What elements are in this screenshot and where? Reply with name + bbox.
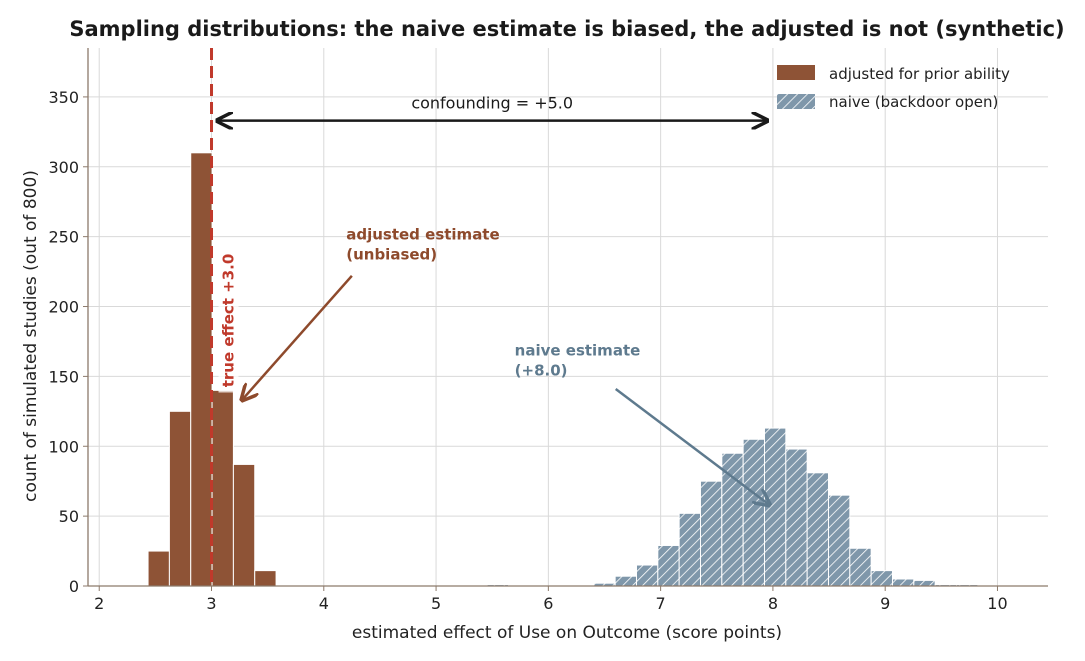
y-tick-label: 150 [48, 367, 79, 386]
bar-naive [635, 564, 659, 587]
x-tick-label: 7 [656, 594, 666, 613]
x-tick-label: 5 [431, 594, 441, 613]
bar-naive [657, 544, 680, 587]
y-tick-label: 0 [69, 577, 79, 596]
x-tick-label: 3 [206, 594, 216, 613]
bar-adjusted [232, 463, 256, 587]
naive-estimate-label-line: naive estimate [515, 341, 641, 359]
legend: adjusted for prior ability naive (backdo… [777, 65, 1010, 111]
bar-naive [891, 578, 915, 587]
y-tick-label: 50 [59, 507, 79, 526]
bar-naive [763, 427, 787, 587]
annotations: confounding = +5.0 adjusted estimate (unbi… [217, 94, 769, 505]
legend-swatch-naive [777, 94, 815, 109]
bar-adjusted [254, 570, 277, 587]
x-axis-label: estimated effect of Use on Outcome (scor… [352, 623, 782, 643]
y-tick-label: 350 [48, 88, 79, 107]
series-naive [486, 427, 979, 587]
y-axis-label: count of simulated studies (out of 800) [21, 170, 41, 502]
bar-naive [699, 480, 723, 587]
bar-naive [849, 547, 872, 587]
y-tick-label: 100 [48, 437, 79, 456]
x-tick-label: 6 [543, 594, 553, 613]
x-tick-label: 9 [880, 594, 890, 613]
legend-label-naive: naive (backdoor open) [829, 93, 998, 111]
adjusted-estimate-arrow [242, 274, 353, 400]
x-tick-label: 8 [768, 594, 778, 613]
bar-adjusted [147, 550, 170, 587]
adjusted-estimate-label-line: (unbiased) [346, 245, 437, 263]
bar-naive [913, 579, 936, 587]
bar-adjusted [211, 389, 234, 587]
bar-naive [870, 570, 893, 587]
true-effect-label: true effect +3.0 [220, 254, 238, 388]
bar-naive [614, 575, 637, 587]
x-tick-label: 10 [987, 594, 1007, 613]
adjusted-estimate-label-line: adjusted estimate [346, 225, 499, 243]
bar-naive [806, 472, 829, 587]
y-tick-label: 200 [48, 298, 79, 317]
bar-naive [742, 438, 765, 587]
bar-naive [721, 452, 744, 587]
bar-naive [827, 494, 851, 587]
legend-swatch-adjusted [777, 65, 815, 80]
x-tick-label: 2 [94, 594, 104, 613]
chart-title: Sampling distributions: the naive estima… [69, 17, 1064, 41]
y-tick-label: 300 [48, 158, 79, 177]
x-tick-label: 4 [319, 594, 329, 613]
true-effect-label-bg [218, 248, 239, 393]
naive-estimate-label-line: (+8.0) [515, 361, 568, 379]
bar-adjusted [190, 152, 213, 587]
bar-naive [678, 512, 701, 587]
legend-label-adjusted: adjusted for prior ability [829, 65, 1010, 83]
y-tick-label: 250 [48, 228, 79, 247]
reference-line-group: true effect +3.0 [210, 48, 239, 586]
confounding-label: confounding = +5.0 [411, 94, 573, 113]
bar-adjusted [168, 410, 192, 587]
bar-naive [785, 448, 808, 587]
naive-estimate-arrow [614, 387, 770, 505]
